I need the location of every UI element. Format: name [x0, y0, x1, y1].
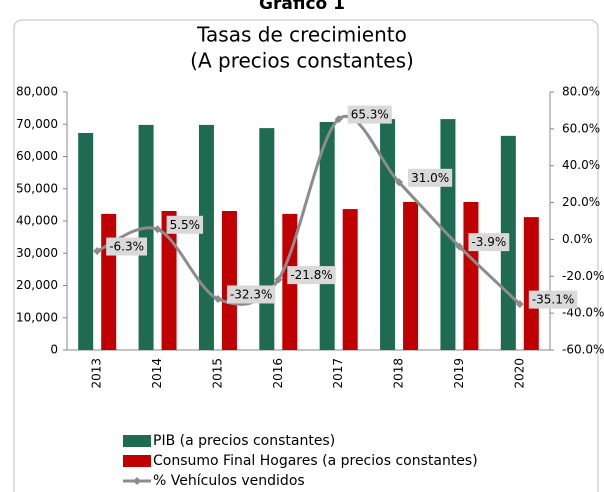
line-marker: [455, 242, 464, 251]
bar: [380, 119, 396, 350]
y2-tick-label: 80.0%: [562, 85, 600, 99]
legend-label: Consumo Final Hogares (a precios constan…: [153, 453, 478, 469]
legend-marker: [133, 477, 141, 485]
y2-tick-label: 40.0%: [562, 158, 600, 172]
data-label-box: [468, 233, 510, 252]
chart-header: Gráfico 1: [259, 0, 345, 14]
data-label-box: [287, 266, 336, 285]
line-marker: [213, 294, 222, 303]
data-label-text: -35.1%: [532, 293, 574, 307]
data-label: -3.9%: [468, 233, 510, 252]
y-tick-label: 40,000: [16, 214, 58, 228]
x-tick-label: 2020: [512, 358, 526, 389]
data-label-box: [347, 105, 392, 124]
line: [96, 114, 521, 306]
data-label-text: -3.9%: [471, 235, 506, 249]
data-label-box: [166, 215, 204, 234]
bar: [342, 209, 358, 350]
line-marker: [515, 300, 524, 309]
x-tick-label: 2013: [90, 358, 104, 389]
bar: [221, 211, 237, 350]
bar: [403, 201, 419, 350]
data-label-box: [408, 168, 453, 187]
y2-tick-label: -40.0%: [562, 306, 604, 320]
data-label: 65.3%: [347, 105, 392, 124]
data-label: 31.0%: [408, 168, 453, 187]
chart-subtitle: (A precios constantes): [190, 49, 414, 73]
bar: [78, 132, 94, 350]
line-marker: [395, 178, 404, 187]
data-label-text: -32.3%: [230, 287, 272, 301]
line-marker: [334, 115, 343, 124]
y2-tick-label: 0.0%: [562, 232, 593, 246]
data-label: -21.8%: [287, 266, 336, 285]
bar: [523, 217, 539, 350]
y2-tick-label: 20.0%: [562, 195, 600, 209]
data-label-text: -6.3%: [109, 240, 144, 254]
data-label: -35.1%: [528, 290, 578, 309]
y-tick-label: 80,000: [16, 85, 58, 99]
y-tick-label: 60,000: [16, 149, 58, 163]
legend-label: PIB (a precios constantes): [153, 433, 335, 449]
x-tick-label: 2017: [331, 358, 345, 389]
data-label: -6.3%: [106, 237, 148, 256]
x-tick-label: 2015: [210, 358, 224, 389]
data-label-text: 5.5%: [170, 218, 201, 232]
data-label-box: [226, 285, 276, 304]
x-tick-label: 2019: [452, 358, 466, 389]
y-tick-label: 50,000: [16, 181, 58, 195]
bar: [259, 128, 275, 350]
y-tick-label: 30,000: [16, 246, 58, 260]
y2-tick-label: -20.0%: [562, 269, 604, 283]
x-tick-label: 2016: [271, 358, 285, 389]
y-tick-label: 10,000: [16, 310, 58, 324]
bar: [101, 213, 117, 350]
line-marker: [93, 247, 102, 256]
legend-swatch: [123, 435, 151, 447]
data-label-box: [528, 290, 578, 309]
y2-tick-label: 60.0%: [562, 121, 600, 135]
y-tick-label: 20,000: [16, 278, 58, 292]
data-label: 5.5%: [166, 215, 204, 234]
bar: [198, 124, 214, 351]
data-label-text: 65.3%: [351, 108, 389, 122]
y2-tick-label: -60.0%: [562, 343, 604, 357]
legend-swatch: [123, 455, 151, 467]
bar: [463, 201, 479, 350]
x-tick-label: 2014: [150, 358, 164, 389]
x-tick-label: 2018: [392, 358, 406, 389]
data-label: -32.3%: [226, 285, 276, 304]
data-label-box: [106, 237, 148, 256]
line-marker: [153, 225, 162, 234]
y-tick-label: 70,000: [16, 117, 58, 131]
bar: [319, 121, 335, 351]
legend-label: % Vehículos vendidos: [153, 473, 305, 489]
y-tick-label: 0: [50, 343, 58, 357]
data-label-text: 31.0%: [411, 171, 449, 185]
bar: [138, 124, 154, 351]
data-label-text: -21.8%: [290, 268, 332, 282]
bar: [161, 211, 177, 350]
chart-title: Tasas de crecimiento: [196, 23, 407, 47]
line-marker: [274, 275, 283, 284]
